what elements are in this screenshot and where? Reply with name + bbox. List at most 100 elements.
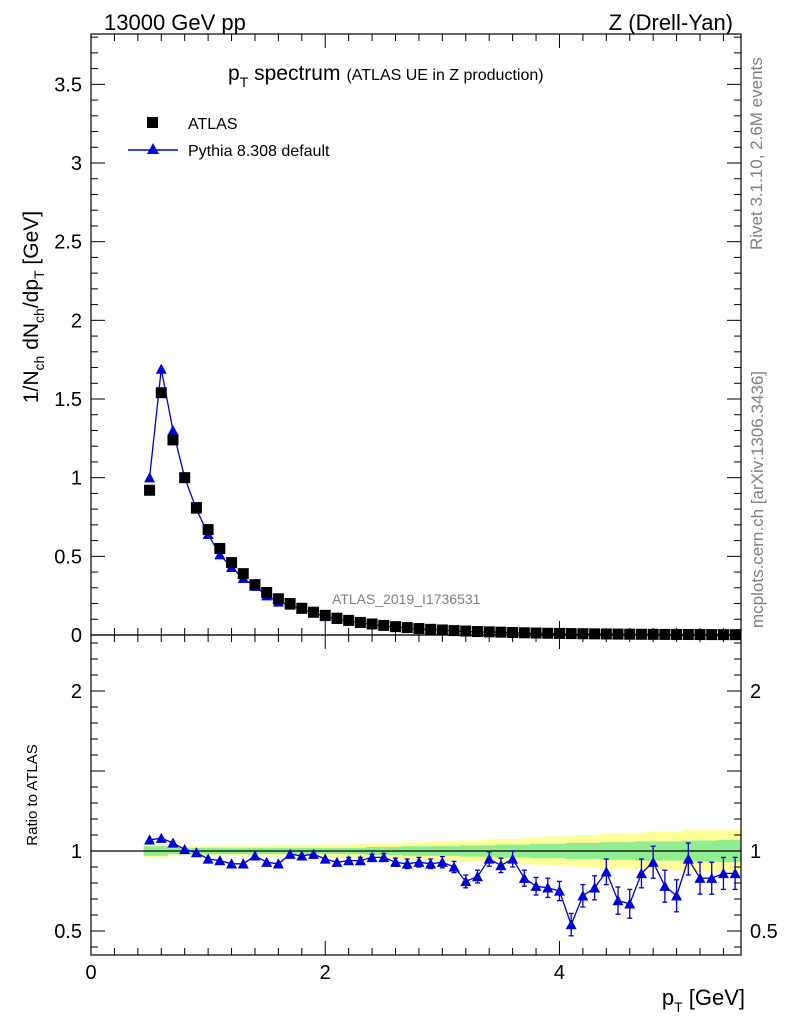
ratio-mc-point [167, 837, 179, 848]
ratio-mc-point [495, 859, 507, 871]
ratio-mc-point [226, 858, 238, 869]
main-y-tick-label: 2 [71, 310, 82, 332]
atlas-point [542, 627, 554, 639]
atlas-point [261, 587, 273, 599]
ratio-mc-point [249, 850, 261, 861]
atlas-point [425, 623, 437, 635]
ratio-mc-point [296, 850, 308, 861]
mc-point [144, 472, 156, 483]
main-y-tick-label: 2.5 [54, 232, 82, 254]
header-left-label: 13000 GeV pp [104, 10, 246, 35]
mcplots-credit-label: mcplots.cern.ch [arXiv:1306.3436] [748, 371, 767, 628]
rivet-version-label: Rivet 3.1.10, 2.6M events [747, 57, 766, 250]
ratio-mc-point [624, 898, 636, 909]
ratio-panel: 0.5 0.5 1 1 2 2 0 2 4 Ratio to ATLAS pT [GeV] [24, 634, 778, 1015]
ratio-mc-point [354, 855, 366, 866]
ratio-mc-series [144, 832, 741, 937]
ratio-mc-point [308, 848, 320, 859]
ratio-mc-point [261, 856, 273, 867]
legend-pythia-label: Pythia 8.308 default [188, 143, 330, 160]
ratio-mc-point [436, 856, 448, 867]
atlas-point [471, 626, 483, 638]
ratio-mc-point [237, 858, 249, 869]
ratio-mc-point [717, 867, 729, 879]
header-right-label: Z (Drell-Yan) [609, 10, 733, 35]
ratio-y-axis-label: Ratio to ATLAS [24, 744, 41, 845]
atlas-point [144, 484, 156, 496]
main-y-tick-label: 1.5 [54, 389, 82, 411]
ylabel-part-0: 1/N [20, 370, 43, 403]
mc-point [214, 549, 226, 560]
atlas-point [518, 627, 530, 639]
atlas-point [460, 625, 472, 637]
ratio-mc-point [589, 882, 601, 893]
x-tick-label: 4 [554, 962, 565, 984]
atlas-point [507, 626, 519, 638]
main-y-tick-label: 1 [71, 468, 82, 490]
atlas-point [354, 616, 366, 628]
atlas-point [249, 579, 261, 591]
ratio-mc-point [401, 858, 413, 869]
ratio-mc-point [319, 853, 331, 864]
title-note: (ATLAS UE in Z production) [346, 67, 543, 84]
atlas-point [167, 434, 179, 446]
atlas-point [390, 621, 402, 633]
ratio-mc-point [471, 871, 483, 882]
legend: ATLAS Pythia 8.308 default [128, 116, 330, 160]
main-y-tick-label: 3 [71, 153, 82, 175]
ylabel-part-3: ch [31, 308, 47, 323]
atlas-point [589, 628, 601, 640]
main-y-tick-label: 0 [71, 625, 82, 647]
ratio-mc-point [460, 875, 472, 887]
ratio-y-tick-label-left: 2 [71, 681, 82, 703]
main-y-axis-label: 1/Nch dNch/dpT [GeV] [20, 211, 47, 403]
atlas-point [214, 542, 226, 554]
ratio-mc-point [214, 855, 226, 866]
data-series [144, 387, 741, 641]
atlas-point [553, 627, 565, 639]
ratio-mc-point [659, 880, 671, 891]
ratio-mc-point [565, 919, 577, 930]
ratio-mc-point [706, 872, 718, 883]
ratio-mc-point [343, 855, 355, 866]
ratio-mc-point [190, 847, 202, 858]
ratio-mc-point [155, 832, 167, 843]
atlas-point [179, 472, 191, 484]
xlabel-sub: T [674, 999, 683, 1015]
ratio-axis-ticks [90, 635, 741, 955]
ratio-mc-point [483, 853, 495, 864]
ylabel-part-1: ch [31, 356, 47, 371]
ratio-mc-point [378, 851, 390, 863]
atlas-point [296, 602, 308, 614]
atlas-point [331, 612, 343, 624]
ratio-frame-border [90, 634, 742, 956]
atlas-point [647, 628, 659, 640]
ratio-mc-point [530, 880, 542, 891]
ratio-mc-point [144, 834, 156, 845]
mc-point [155, 363, 167, 374]
atlas-point [635, 628, 647, 640]
ratio-mc-point [202, 853, 214, 864]
main-y-tick-label: 0.5 [54, 546, 82, 568]
ratio-mc-point [635, 867, 647, 879]
xlabel-p: p [662, 985, 674, 1010]
ratio-y-tick-label-left: 0.5 [54, 921, 82, 943]
ratio-mc-point [425, 858, 437, 869]
atlas-point [565, 628, 577, 640]
xlabel-rest: [GeV] [683, 985, 745, 1010]
ratio-mc-point [671, 890, 683, 901]
ratio-mc-point [647, 856, 659, 867]
ratio-tick-labels: 0.5 0.5 1 1 2 2 0 2 4 [54, 681, 778, 984]
ratio-mc-point [553, 885, 565, 896]
ratio-y-tick-label-right: 1 [750, 841, 761, 863]
ratio-mc-point [729, 867, 741, 879]
atlas-point [272, 593, 284, 605]
atlas-point [319, 609, 331, 621]
ratio-mc-point [600, 866, 612, 877]
ratio-y-tick-label-left: 1 [71, 841, 82, 863]
x-axis-label: pT [GeV] [662, 985, 745, 1015]
atlas-point [237, 568, 249, 580]
title-rest: spectrum [248, 62, 340, 85]
atlas-point [378, 619, 390, 631]
